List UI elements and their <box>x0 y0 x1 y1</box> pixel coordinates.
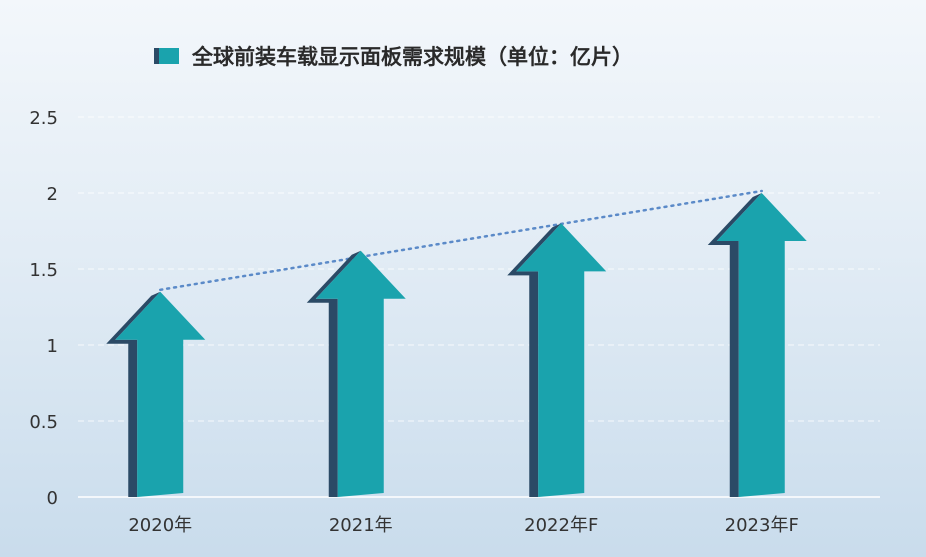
bar-arrow <box>106 291 206 497</box>
chart-title: 全球前装车载显示面板需求规模（单位：亿片） <box>191 45 633 69</box>
bar-arrow <box>306 250 406 497</box>
bar-arrow-side <box>707 193 762 497</box>
trendline <box>159 189 763 292</box>
bar-arrow-face <box>115 291 206 497</box>
x-axis: 2020年 2021年 2022年F 2023年F <box>128 515 798 536</box>
y-tick-label: 0.5 <box>29 412 58 433</box>
y-tick-label: 2 <box>47 184 58 205</box>
x-tick-label: 2020年 <box>128 515 192 536</box>
bar-layer <box>106 193 807 497</box>
bar-arrow <box>707 193 807 497</box>
legend-arrow-icon <box>154 48 179 64</box>
bar-arrow-side <box>507 223 562 497</box>
y-tick-label: 1.5 <box>29 260 58 281</box>
bar-arrow-face <box>516 223 607 497</box>
bar-arrow-side <box>106 291 161 497</box>
x-tick-label: 2023年F <box>725 515 799 536</box>
legend: 全球前装车载显示面板需求规模（单位：亿片） <box>154 45 633 69</box>
grid-layer <box>78 116 880 498</box>
bar-arrow-face <box>716 193 807 497</box>
y-tick-label: 2.5 <box>29 108 58 129</box>
x-tick-label: 2022年F <box>524 515 598 536</box>
bar-arrow-face <box>315 250 406 497</box>
y-tick-label: 0 <box>47 488 58 509</box>
trend-layer <box>159 189 763 292</box>
bar-arrow <box>507 223 607 497</box>
y-axis: 0 0.5 1 1.5 2 2.5 <box>29 108 58 509</box>
y-tick-label: 1 <box>47 336 58 357</box>
bar-arrow-side <box>306 250 361 497</box>
x-tick-label: 2021年 <box>329 515 393 536</box>
